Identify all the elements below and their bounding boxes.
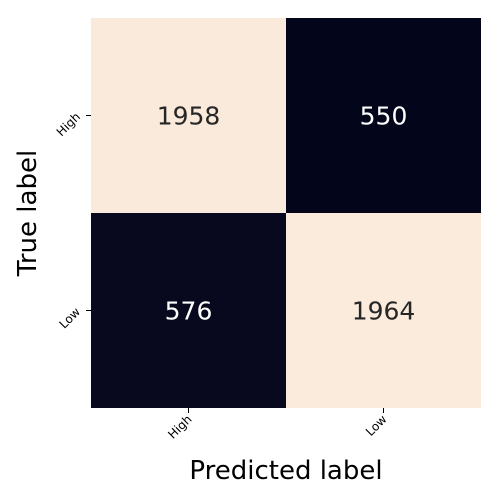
y-axis-label: True label (13, 150, 43, 277)
cell-value-label: 576 (165, 297, 213, 326)
y-axis-ticks: High Low (54, 110, 91, 332)
y-tick-label: Low (57, 305, 84, 332)
x-axis-label: Predicted label (189, 456, 382, 486)
x-tick-label: High (165, 412, 194, 441)
heatmap-cell-high-low (286, 18, 481, 213)
x-tick-label: Low (363, 412, 390, 439)
heatmap-cell-low-high (91, 213, 286, 408)
heatmap-cell-low-low (286, 213, 481, 408)
cell-value-label: 550 (360, 102, 408, 131)
x-axis-ticks: High Low (165, 408, 390, 442)
heatmap-cells: 1958 550 576 1964 (91, 18, 481, 408)
cell-value-label: 1958 (157, 102, 221, 131)
cell-value-label: 1964 (352, 297, 416, 326)
heatmap-cell-high-high (91, 18, 286, 213)
y-tick-label: High (54, 110, 83, 139)
